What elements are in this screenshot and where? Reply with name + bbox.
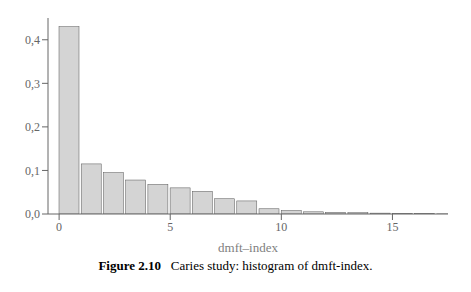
svg-text:0: 0 xyxy=(56,220,62,234)
svg-text:dmft–index: dmft–index xyxy=(218,240,278,254)
svg-text:10: 10 xyxy=(275,220,287,234)
html-text:Figure 2.10 Caries study: hist: Figure 2.10 Caries study: histogram of d… xyxy=(98,258,373,273)
svg-text:0,3: 0,3 xyxy=(25,77,40,91)
svg-text:0,0: 0,0 xyxy=(25,207,40,221)
svg-text:15: 15 xyxy=(386,220,398,234)
svg-text:5: 5 xyxy=(167,220,173,234)
svg-text:0,2: 0,2 xyxy=(25,120,40,134)
svg-text:0,1: 0,1 xyxy=(25,164,40,178)
svg-text:0,4: 0,4 xyxy=(25,33,40,47)
